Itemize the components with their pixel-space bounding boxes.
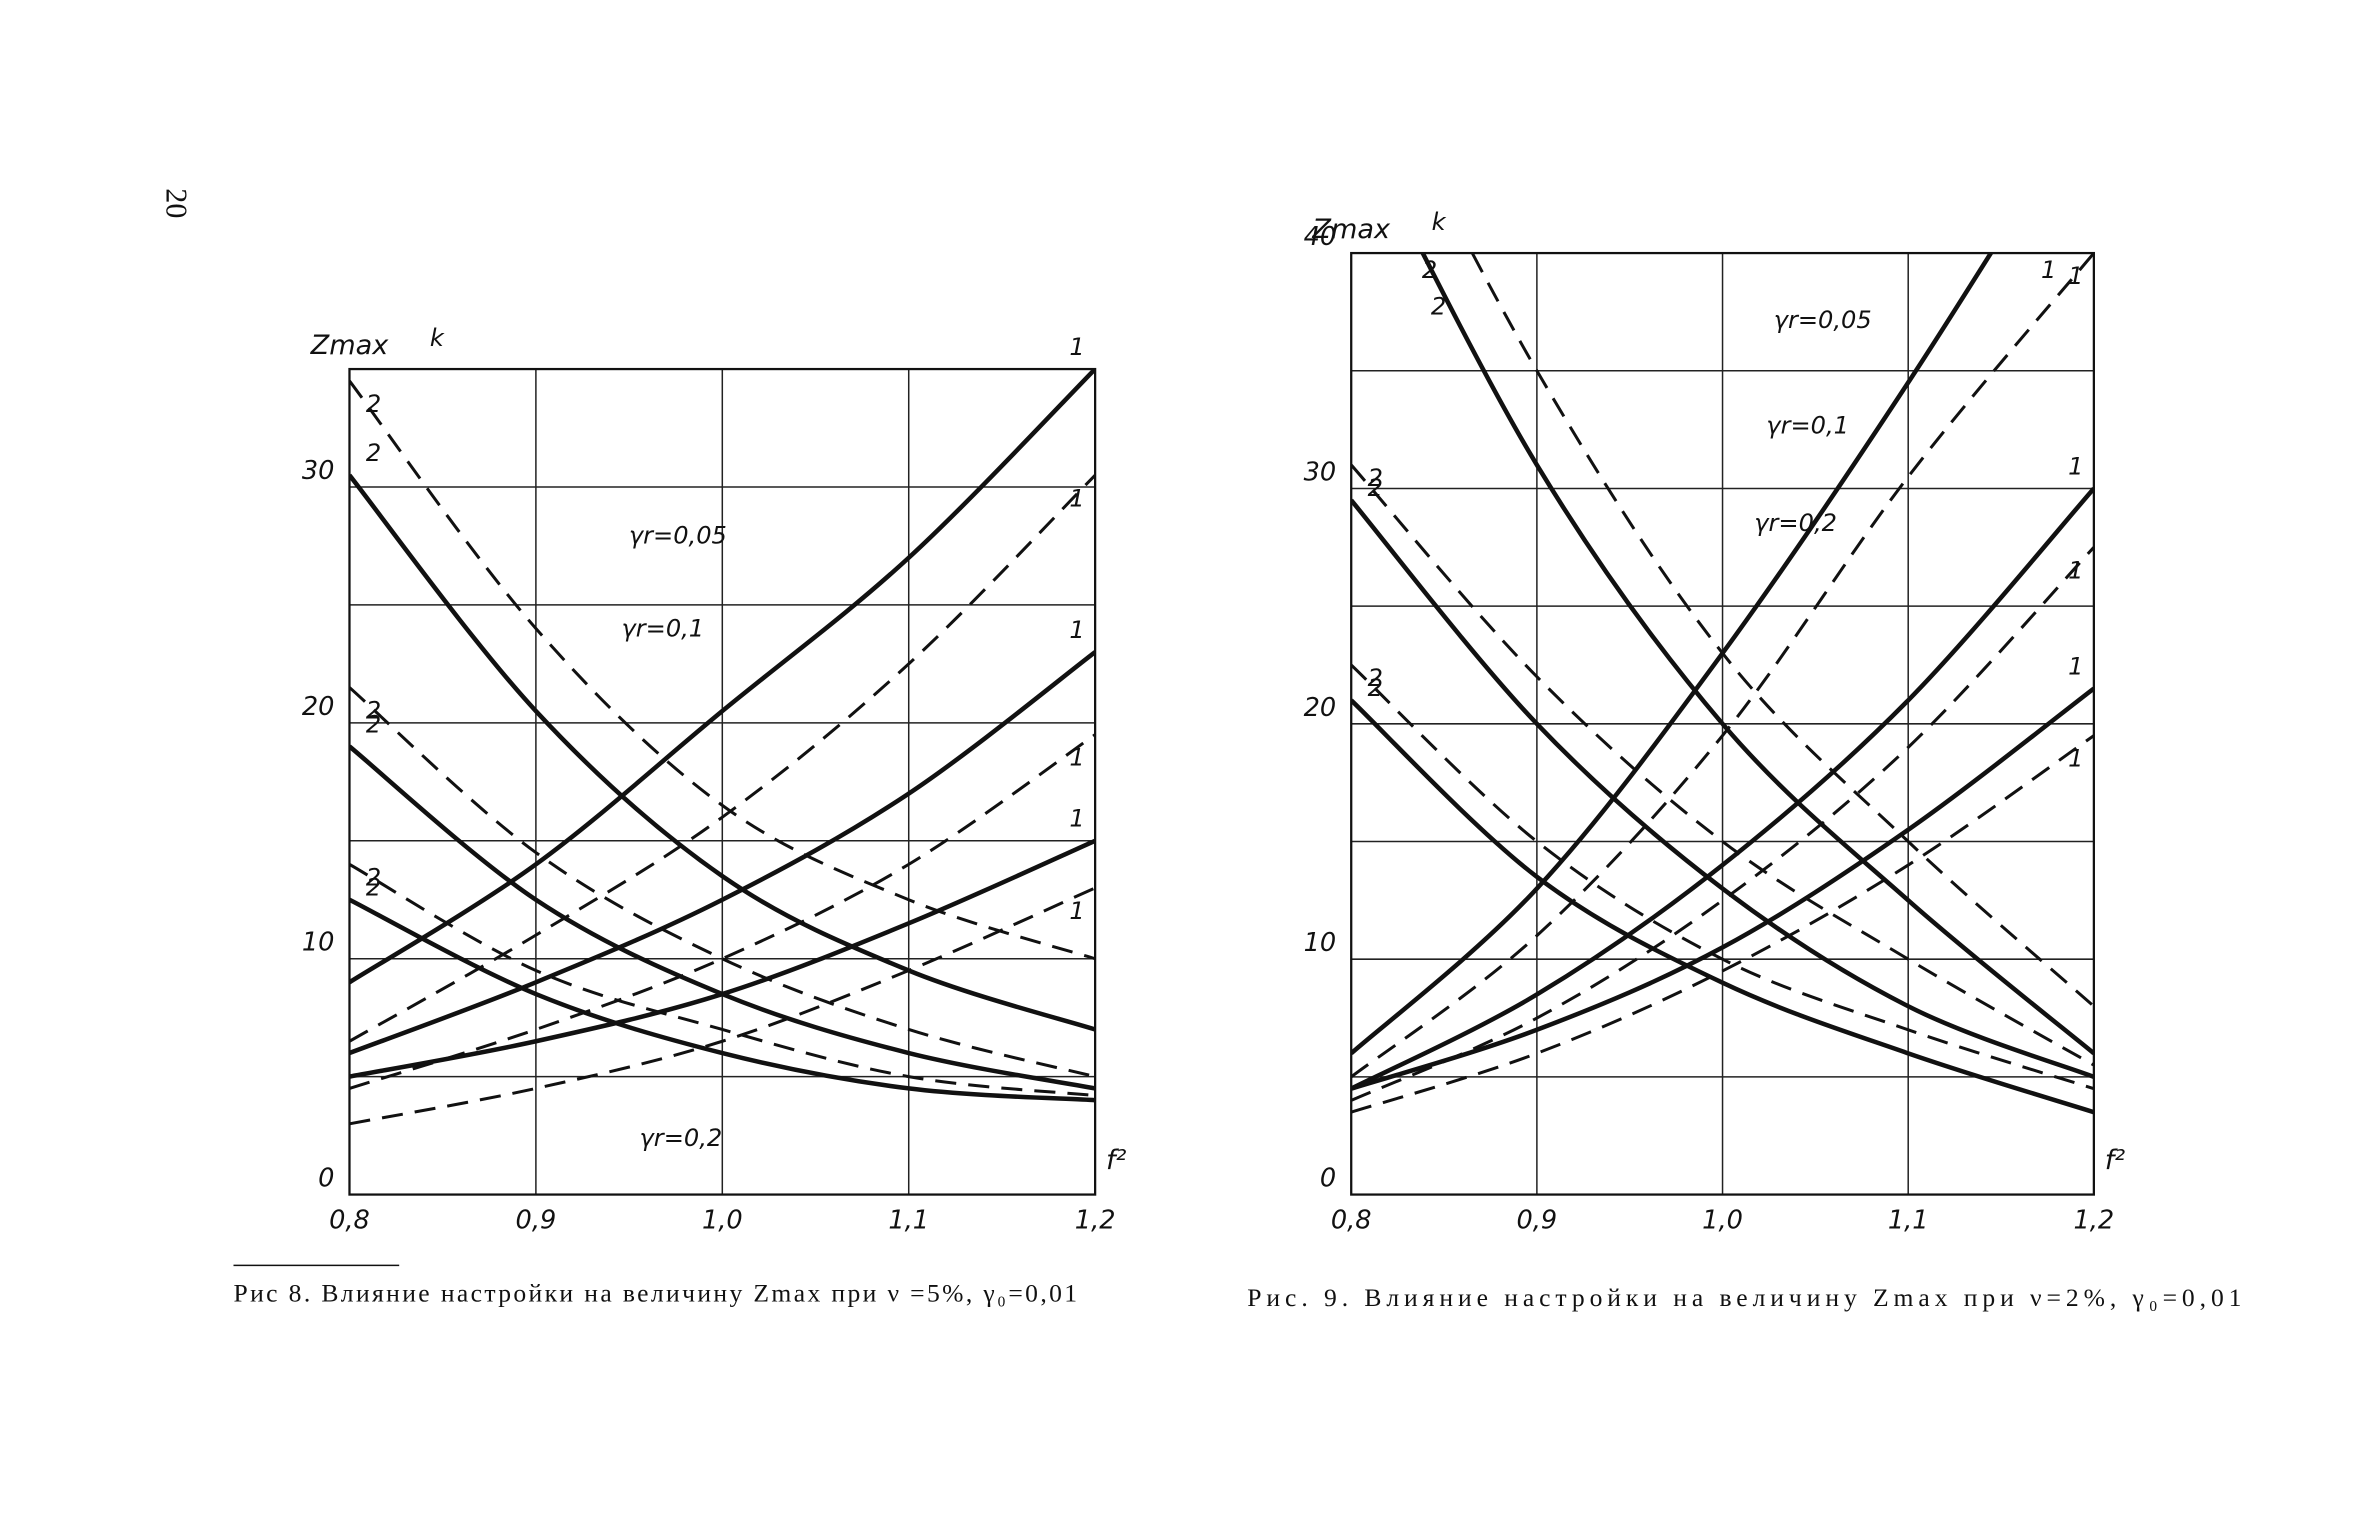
curve — [349, 744, 1096, 1091]
curve — [349, 379, 1096, 961]
curve-label: 1 — [2068, 556, 2083, 584]
curve-label: 1 — [1069, 333, 1084, 361]
annotation: γr=0,05 — [629, 521, 727, 549]
plot-frame — [348, 367, 1097, 1196]
y-axis-unit: k — [430, 324, 445, 352]
y-axis-label: Zmax — [1311, 214, 1391, 245]
curve-label: 1 — [1069, 616, 1084, 644]
curve — [1351, 698, 2094, 1115]
curve — [349, 686, 1096, 1079]
curve — [1351, 498, 2094, 1079]
curve — [1470, 253, 2094, 1008]
curve — [1420, 253, 2094, 1056]
x-tick-label: 1,0 — [1702, 1206, 1743, 1236]
curve-label: 1 — [1069, 484, 1084, 512]
y-axis-label: Zmax — [310, 330, 390, 361]
curve — [349, 863, 1096, 1097]
x-tick-label: 1,0 — [702, 1206, 743, 1236]
curve-label: 2 — [1368, 664, 1383, 692]
curve — [1351, 253, 1994, 1056]
curve-label: 1 — [2068, 745, 2083, 773]
annotation: γr=0,1 — [621, 615, 704, 643]
curve-label: 2 — [1368, 464, 1383, 492]
x-axis-label: f² — [1106, 1145, 1127, 1176]
curve — [349, 733, 1096, 1090]
curve — [349, 886, 1096, 1126]
annotation: γr=0,2 — [1754, 509, 1837, 537]
curve — [1351, 463, 2094, 1067]
y-tick-label: 10 — [1304, 928, 1337, 958]
plot-area — [1351, 253, 2094, 1115]
curve — [1351, 486, 2094, 1091]
x-tick-label: 0,9 — [1517, 1206, 1558, 1236]
curve-label: 2 — [366, 697, 381, 725]
curve — [1351, 734, 2094, 1114]
x-tick-label: 1,1 — [888, 1206, 929, 1236]
curve — [349, 369, 1096, 985]
x-tick-label: 1,2 — [1075, 1206, 1116, 1236]
curve-label: 1 — [2068, 652, 2083, 680]
x-tick-label: 1,1 — [1888, 1206, 1929, 1236]
x-tick-label: 1,2 — [2074, 1206, 2115, 1236]
y-axis-unit: k — [1432, 208, 1447, 236]
curve — [349, 838, 1096, 1079]
curve-label: 1 — [1069, 805, 1084, 833]
plot-frame — [1350, 251, 2095, 1196]
y-tick-label: 40 — [1304, 222, 1337, 252]
curve-label: 1 — [1069, 897, 1084, 925]
y-tick-label: 30 — [1304, 457, 1337, 487]
caption: Рис. 9. Влияние настройки на величину Zm… — [1247, 1283, 2241, 1312]
x-tick-label: 0,9 — [516, 1206, 557, 1236]
curve-label: 1 — [2041, 256, 2056, 284]
x-axis-label: f² — [2105, 1145, 2126, 1176]
curve-label: 2 — [366, 710, 381, 738]
y-tick-label: 10 — [302, 928, 335, 958]
curve — [1351, 686, 2094, 1091]
annotation: γr=0,05 — [1774, 306, 1872, 334]
curve-label: 2 — [366, 864, 381, 892]
x-tick-label: 0,8 — [329, 1206, 370, 1236]
y-tick-label: 0 — [318, 1163, 334, 1193]
curve-label: 2 — [1422, 256, 1437, 284]
curve — [1351, 663, 2094, 1091]
page-number: 20 — [159, 188, 193, 218]
plot-area — [349, 369, 1096, 1126]
x-tick-label: 0,8 — [1331, 1206, 1372, 1236]
annotation: γr=0,1 — [1766, 411, 1849, 439]
curve-label: 2 — [366, 439, 381, 467]
curve-label: 2 — [1431, 292, 1446, 320]
curve-label: 2 — [1368, 674, 1383, 702]
curve-label: 1 — [2068, 262, 2083, 290]
y-tick-label: 30 — [302, 456, 335, 486]
curve-label: 1 — [2068, 452, 2083, 480]
curve-label: 2 — [366, 873, 381, 901]
curve-label: 2 — [366, 390, 381, 418]
y-tick-label: 20 — [302, 692, 335, 722]
y-tick-label: 20 — [1304, 693, 1337, 723]
curve-label: 2 — [1368, 474, 1383, 502]
curve-label: 1 — [1069, 744, 1084, 772]
annotation: γr=0,2 — [640, 1124, 723, 1152]
y-tick-label: 0 — [1320, 1163, 1336, 1193]
curve — [349, 473, 1096, 1032]
caption: Рис 8. Влияние настройки на величину Zma… — [233, 1278, 1077, 1307]
curve — [1351, 546, 2094, 1102]
curve — [349, 650, 1096, 1056]
curve — [349, 897, 1096, 1103]
